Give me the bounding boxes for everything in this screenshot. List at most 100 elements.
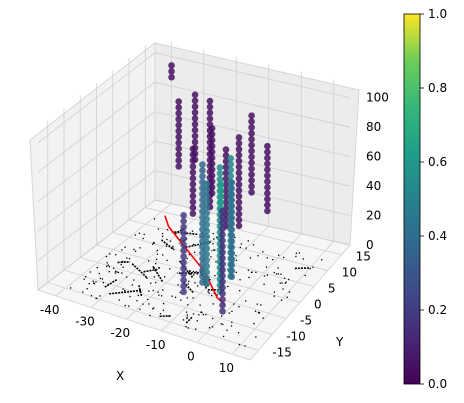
map-speck (192, 313, 195, 315)
map-speck (148, 290, 150, 292)
column-point (189, 163, 197, 170)
column-point (235, 216, 243, 224)
map-speck (134, 250, 137, 252)
column-point (203, 251, 211, 258)
map-wall (200, 311, 204, 314)
map-speck (186, 314, 188, 316)
map-speck (195, 328, 197, 330)
column-point (235, 134, 243, 141)
map-speck (117, 271, 120, 274)
map-speck (210, 256, 212, 258)
column-point (248, 171, 255, 178)
column-point (235, 163, 243, 171)
map-speck (255, 336, 257, 338)
column-point (228, 208, 236, 216)
column-point (206, 109, 214, 117)
map-speck (157, 291, 159, 293)
column-point (199, 161, 206, 168)
column-point (206, 121, 214, 128)
map-speck (88, 282, 90, 285)
column-point (219, 219, 226, 227)
map-speck (96, 297, 98, 300)
column-point (203, 209, 211, 217)
x-tick-label: -20 (111, 326, 131, 340)
map-speck (192, 297, 194, 299)
z-tick-labels: 0 20 40 60 80 100 (366, 91, 389, 252)
column-point (203, 245, 211, 252)
column-point (189, 192, 197, 200)
map-speck (136, 300, 138, 302)
column-point (189, 145, 197, 153)
map-speck (156, 253, 159, 255)
column-point (175, 163, 182, 170)
column-point (175, 121, 182, 129)
x-tick-label: 10 (219, 361, 234, 375)
column-point (235, 204, 243, 212)
map-speck (122, 266, 124, 268)
map-speck (180, 299, 182, 301)
map-speck (107, 284, 109, 286)
map-speck (99, 295, 101, 297)
map-wall (160, 239, 175, 251)
map-speck (84, 276, 87, 278)
map-speck (245, 247, 247, 249)
column-point (168, 68, 175, 75)
map-speck (105, 255, 108, 258)
map-speck (124, 260, 126, 263)
column-point (264, 160, 271, 168)
column-point (175, 110, 182, 117)
map-speck (272, 258, 274, 261)
map-speck (288, 291, 291, 293)
colorbar-tick-label: 0.0 (428, 377, 447, 391)
x-tick-label: -10 (146, 338, 166, 352)
column-point (203, 215, 211, 223)
map-speck (228, 312, 230, 314)
map-speck (129, 295, 131, 298)
map-speck (153, 242, 156, 244)
column-point (248, 118, 255, 125)
column-point (235, 210, 243, 218)
column-point (235, 198, 243, 206)
column-point (217, 198, 225, 206)
column-point (264, 201, 271, 209)
column-point (264, 166, 271, 174)
column-point (175, 127, 182, 135)
column-point (219, 237, 226, 244)
map-speck (177, 284, 179, 286)
column-point (235, 140, 243, 147)
map-speck (283, 277, 286, 279)
map-speck (102, 281, 104, 284)
map-speck (128, 305, 130, 307)
column-point (189, 198, 197, 206)
point-column (175, 98, 182, 170)
column-point (206, 103, 214, 111)
x-axis-label: X (116, 369, 124, 383)
map-speck (262, 251, 264, 253)
map-wall (256, 311, 261, 314)
map-speck (95, 297, 97, 300)
map-speck (179, 238, 182, 241)
map-speck (260, 304, 262, 306)
column-point (219, 272, 226, 280)
column-point (203, 227, 211, 235)
map-speck (222, 323, 224, 326)
grid-lines (37, 41, 351, 355)
map-speck (312, 266, 314, 268)
map-speck (247, 240, 249, 242)
map-speck (222, 335, 225, 338)
map-speck (120, 263, 122, 266)
column-point (175, 145, 182, 152)
column-point (191, 126, 199, 134)
column-point (180, 235, 187, 243)
column-point (189, 204, 197, 212)
map-speck (152, 243, 154, 245)
map-speck (157, 228, 160, 230)
column-point (228, 232, 236, 239)
map-speck (115, 254, 117, 256)
map-speck (108, 271, 110, 273)
column-point (203, 274, 211, 282)
map-wall (109, 289, 143, 295)
column-point (248, 147, 255, 155)
column-point (206, 156, 214, 164)
map-speck (227, 285, 229, 288)
